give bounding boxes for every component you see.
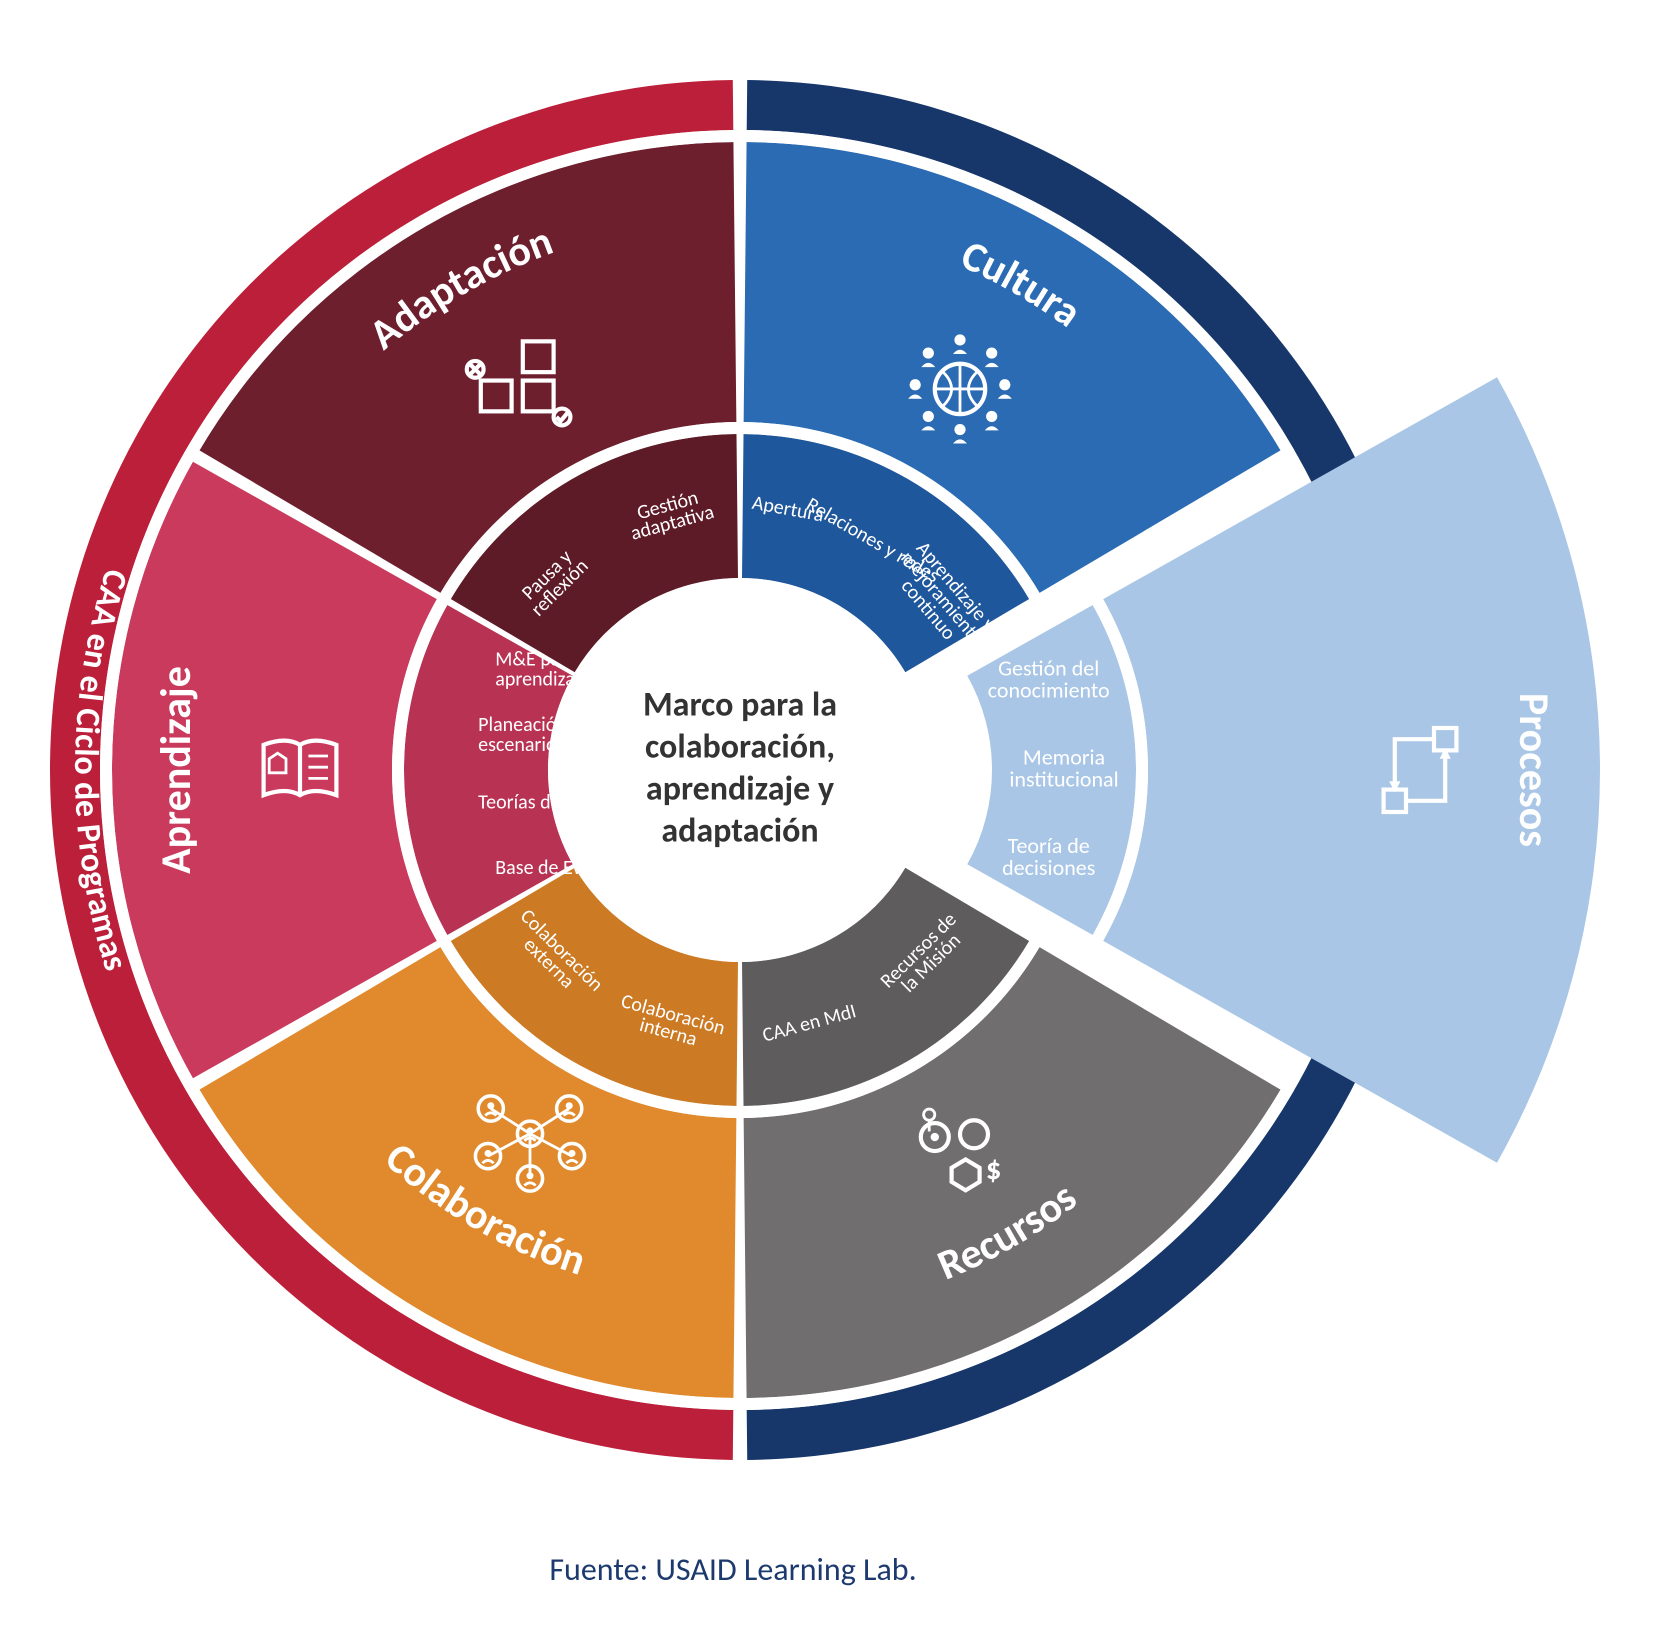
radial-diagram: CAA en el Ciclo de ProgramasCulturaApert… [0,0,1666,1643]
sector-procesos-label: Procesos [1508,693,1559,847]
sub-procesos-1: institucional [1009,765,1118,792]
sub-procesos-2: decisiones [1002,854,1095,881]
sub-procesos-0: conocimiento [988,677,1110,704]
center-title-line: aprendizaje y [646,768,834,809]
sector-aprendizaje-label: Aprendizaje [151,666,202,874]
center-title-line: colaboración, [645,726,835,767]
center-title-line: adaptación [661,810,818,851]
source-caption: Fuente: USAID Learning Lab. [549,1550,916,1589]
diagram-stage: CAA en el Ciclo de ProgramasCulturaApert… [0,0,1666,1643]
svg-text:$: $ [986,1151,1002,1188]
center-title-line: Marco para la [643,684,837,725]
